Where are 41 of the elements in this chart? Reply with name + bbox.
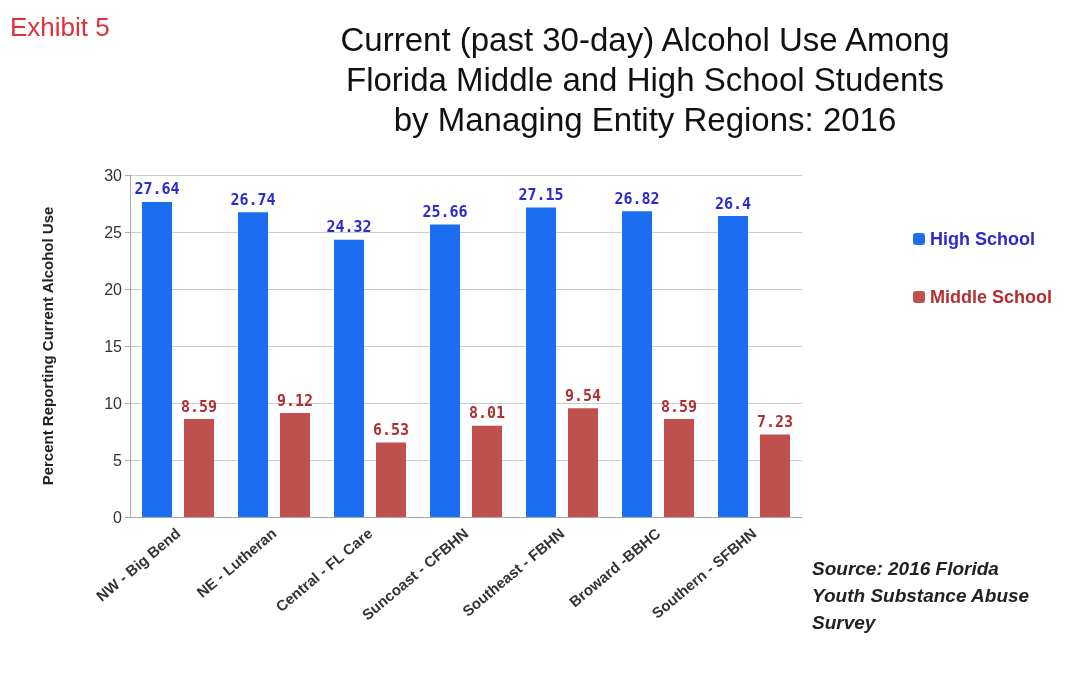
bar (622, 211, 652, 517)
data-label: 26.4 (714, 194, 752, 213)
bar (664, 419, 694, 517)
y-tick-label: 15 (104, 337, 123, 355)
bar (526, 207, 556, 517)
source-note: Source: 2016 Florida Youth Substance Abuse Survey (812, 558, 1035, 633)
data-label: 8.59 (180, 397, 218, 416)
bar (718, 216, 748, 517)
bar (760, 434, 790, 517)
y-tick-label: 0 (113, 508, 123, 526)
data-label: 7.23 (756, 413, 794, 432)
y-tick-label: 5 (113, 451, 123, 469)
y-tick-label: 25 (104, 223, 123, 241)
bar (430, 224, 460, 517)
chart-title: Current (past 30-day) Alcohol Use Among Florida Middle and High School Students by Managing Entity Regions: 2016 (340, 20, 950, 138)
data-label: 27.15 (518, 185, 564, 204)
y-axis-title: Percent Reporting Current Alcohol Use (39, 206, 56, 486)
bar (280, 413, 310, 517)
legend-label: High School (930, 229, 1035, 249)
data-label: 24.32 (326, 218, 372, 237)
data-label: 26.82 (614, 189, 660, 208)
y-tick-label: 30 (104, 166, 123, 184)
y-tick-label: 10 (104, 394, 123, 412)
bar (142, 201, 172, 517)
data-label: 9.54 (564, 386, 602, 405)
data-label: 9.12 (276, 391, 314, 410)
legend-label: Middle School (930, 287, 1053, 307)
data-label: 8.59 (660, 397, 698, 416)
text: Exhibit 5 (10, 12, 110, 42)
bar (238, 212, 268, 517)
bar (472, 425, 502, 517)
bar (184, 419, 214, 517)
y-tick-label: 20 (104, 280, 123, 298)
data-label: 6.53 (372, 421, 410, 440)
data-label: 25.66 (422, 202, 468, 221)
data-label: 26.74 (230, 190, 276, 209)
bar (376, 442, 406, 517)
bar (568, 408, 598, 517)
data-label: 27.64 (134, 180, 180, 199)
bar (334, 239, 364, 517)
data-label: 8.01 (468, 404, 506, 423)
